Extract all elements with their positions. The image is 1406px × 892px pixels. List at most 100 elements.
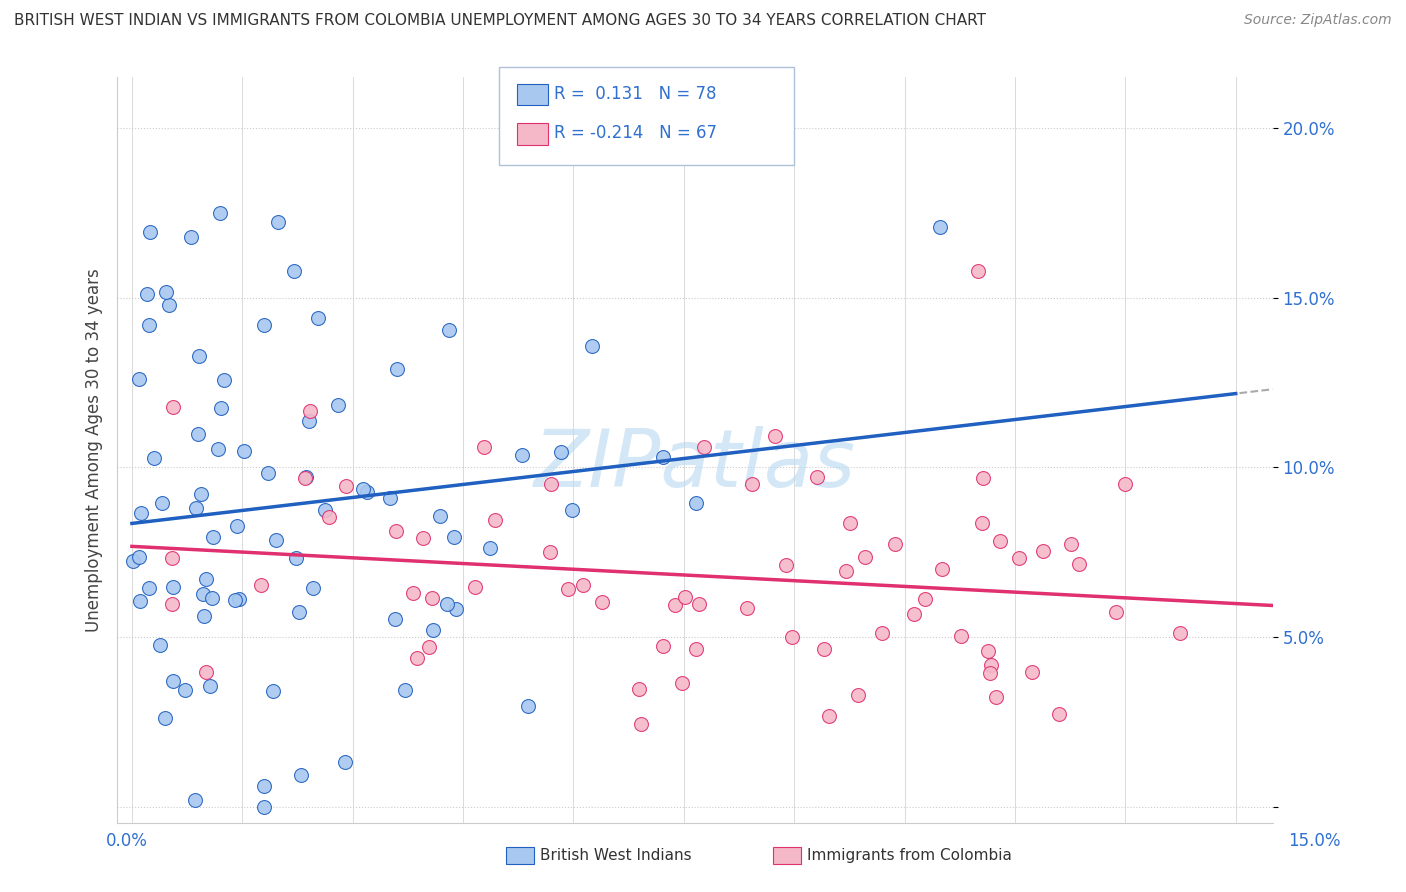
Point: [839, 516, 862, 531]
Point: [1021, 665, 1043, 680]
Point: [478, 541, 501, 555]
Point: [651, 639, 673, 653]
Point: [1114, 477, 1136, 491]
Point: [150, 496, 173, 510]
Point: [302, 581, 325, 595]
Point: [256, 466, 278, 480]
Point: [437, 323, 460, 337]
Point: [267, 215, 290, 229]
Text: Source: ZipAtlas.com: Source: ZipAtlas.com: [1244, 13, 1392, 28]
Point: [253, 779, 276, 793]
Point: [775, 558, 797, 572]
Point: [162, 674, 184, 689]
Text: ZIPatlas: ZIPatlas: [534, 426, 856, 504]
Point: [283, 264, 305, 278]
Point: [128, 371, 150, 385]
Point: [129, 506, 152, 520]
Point: [194, 572, 217, 586]
Point: [253, 799, 276, 814]
Point: [510, 449, 533, 463]
Point: [972, 516, 994, 530]
Point: [191, 587, 214, 601]
Point: [262, 683, 284, 698]
Point: [121, 553, 143, 567]
Point: [285, 551, 308, 566]
Point: [162, 400, 184, 414]
Point: [986, 690, 1008, 705]
Point: [195, 665, 218, 679]
Point: [187, 426, 209, 441]
Point: [979, 665, 1001, 680]
Point: [813, 642, 835, 657]
Point: [1032, 543, 1054, 558]
Point: [914, 592, 936, 607]
Point: [967, 264, 990, 278]
Point: [155, 285, 177, 299]
Point: [174, 683, 197, 698]
Point: [405, 650, 427, 665]
Point: [138, 318, 160, 332]
Point: [225, 519, 247, 533]
Text: Immigrants from Colombia: Immigrants from Colombia: [807, 848, 1012, 863]
Point: [249, 578, 271, 592]
Point: [652, 450, 675, 465]
Text: British West Indians: British West Indians: [540, 848, 692, 863]
Point: [385, 524, 408, 539]
Point: [671, 676, 693, 690]
Point: [314, 503, 336, 517]
Point: [976, 644, 998, 658]
Point: [870, 626, 893, 640]
Point: [538, 545, 561, 559]
Point: [627, 681, 650, 696]
Point: [139, 225, 162, 239]
Point: [855, 549, 877, 564]
Point: [190, 487, 212, 501]
Point: [288, 605, 311, 619]
Point: [328, 398, 350, 412]
Point: [464, 580, 486, 594]
Point: [422, 623, 444, 637]
Point: [436, 597, 458, 611]
Point: [685, 641, 707, 656]
Point: [295, 470, 318, 484]
Point: [299, 404, 322, 418]
Point: [550, 445, 572, 459]
Point: [290, 767, 312, 781]
Point: [422, 591, 444, 606]
Point: [846, 689, 869, 703]
Text: R =  0.131   N = 78: R = 0.131 N = 78: [554, 85, 717, 103]
Point: [162, 580, 184, 594]
Point: [418, 640, 440, 655]
Point: [1168, 625, 1191, 640]
Point: [209, 401, 232, 416]
Point: [472, 441, 495, 455]
Point: [233, 443, 256, 458]
Point: [557, 582, 579, 597]
Point: [162, 598, 184, 612]
Y-axis label: Unemployment Among Ages 30 to 34 years: Unemployment Among Ages 30 to 34 years: [86, 268, 103, 632]
Point: [352, 482, 374, 496]
Point: [817, 709, 839, 723]
Point: [443, 530, 465, 544]
Point: [673, 591, 696, 605]
Point: [834, 564, 856, 578]
Point: [128, 550, 150, 565]
Point: [972, 471, 994, 485]
Text: BRITISH WEST INDIAN VS IMMIGRANTS FROM COLOMBIA UNEMPLOYMENT AMONG AGES 30 TO 34: BRITISH WEST INDIAN VS IMMIGRANTS FROM C…: [14, 13, 986, 29]
Point: [209, 206, 232, 220]
Point: [693, 440, 716, 454]
Point: [572, 578, 595, 592]
Point: [149, 639, 172, 653]
Point: [581, 339, 603, 353]
Point: [763, 428, 786, 442]
Point: [1047, 707, 1070, 722]
Point: [1059, 537, 1081, 551]
Point: [630, 717, 652, 731]
Point: [884, 537, 907, 551]
Point: [429, 508, 451, 523]
Point: [950, 629, 973, 643]
Point: [503, 148, 526, 162]
Point: [198, 679, 221, 693]
Point: [1067, 557, 1090, 571]
Point: [201, 591, 224, 605]
